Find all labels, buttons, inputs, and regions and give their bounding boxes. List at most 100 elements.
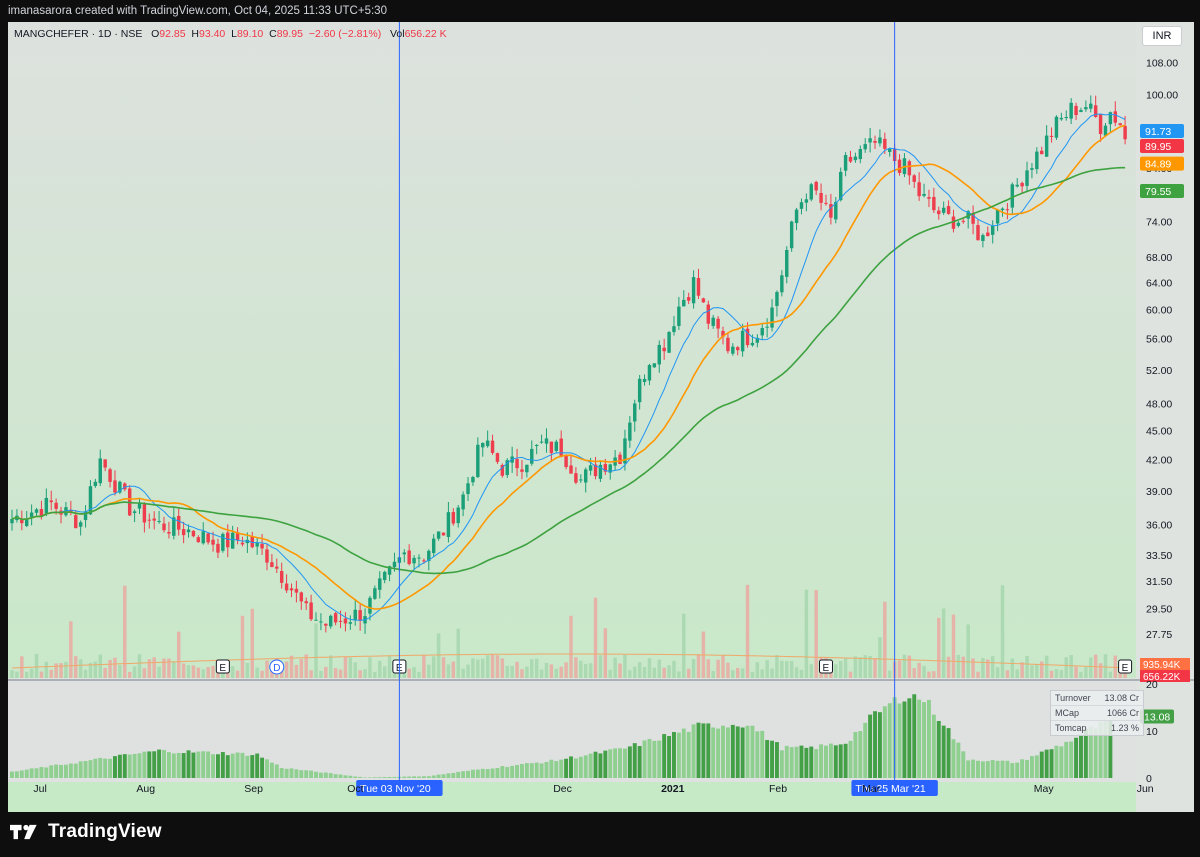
high-value: 93.40 [199, 28, 226, 40]
volume-bar [466, 664, 470, 678]
volume-bar [181, 663, 186, 678]
turnover-bar [73, 763, 78, 778]
candle-body [667, 332, 671, 353]
candle-body [196, 537, 201, 543]
chart-canvas[interactable]: 108.00100.0092.0084.0079.0074.0068.0064.… [8, 22, 1194, 812]
turnover-bar [274, 764, 279, 778]
turnover-bar [470, 769, 475, 778]
candle-body [284, 583, 289, 591]
volume-bar [878, 637, 882, 678]
event-marker-label: E [219, 663, 226, 674]
volume-bar [299, 658, 304, 678]
turnover-bar [392, 776, 397, 778]
turnover-bar [122, 754, 127, 778]
volume-bar [481, 658, 485, 678]
candle-body [157, 520, 161, 522]
turnover-bar [593, 751, 598, 778]
info-row-mcap: MCap 1066 Cr [1051, 705, 1143, 720]
volume-bar [221, 670, 225, 678]
turnover-bar [181, 753, 186, 778]
volume-bar [230, 666, 235, 678]
candle-body [637, 378, 642, 403]
volume-bar [441, 657, 446, 678]
candle-body [1069, 102, 1073, 119]
turnover-badge [1140, 709, 1174, 724]
candle-body [358, 610, 362, 621]
volume-bar [226, 670, 230, 678]
turnover-bar [873, 711, 877, 778]
volume-bar [387, 655, 392, 678]
turnover-bar [897, 703, 902, 778]
turnover-bar [1054, 745, 1059, 778]
turnover-bar [24, 769, 29, 778]
earnings-marker-icon [215, 659, 230, 674]
candle-body [275, 566, 279, 569]
candle-body [485, 440, 490, 447]
volume-bar [378, 660, 382, 678]
candle-body [98, 458, 102, 484]
volume-bar [549, 664, 554, 678]
volume-bar [358, 670, 362, 678]
currency-button[interactable]: INR [1142, 26, 1182, 46]
turnover-bar [309, 770, 314, 778]
turnover-bar [63, 764, 68, 778]
volume-bar [29, 668, 34, 678]
candle-body [162, 523, 166, 531]
turnover-bar [686, 731, 691, 778]
volume-bar [505, 665, 509, 678]
candle-body [216, 543, 220, 553]
volume-bar [59, 663, 63, 678]
volume-bar [44, 661, 49, 678]
symbol-name[interactable]: MANGCHEFER · 1D · NSE [14, 28, 143, 40]
turnover-bar [1020, 759, 1025, 778]
candle-body [83, 511, 88, 521]
volume-bar [682, 613, 686, 678]
volume-bar [1113, 655, 1118, 678]
volume-bar [83, 669, 88, 678]
candle-body [103, 459, 107, 468]
volume-bar [88, 662, 93, 678]
volume-bar [937, 617, 941, 678]
turnover-bar [299, 770, 304, 778]
turnover-bar [191, 752, 196, 778]
volume-bar [113, 657, 117, 678]
volume-bar [427, 664, 431, 678]
volume-ma-line [11, 653, 1126, 669]
volume-bar [603, 628, 608, 678]
volume-bar [485, 655, 490, 678]
volume-bar [520, 669, 524, 678]
candle-body [348, 622, 353, 624]
candle-body [593, 464, 598, 477]
candle-body [701, 298, 706, 303]
turnover-bar [323, 772, 328, 778]
volume-bar [755, 662, 760, 678]
volume-bar [10, 670, 14, 678]
turnover-bar [142, 751, 147, 778]
chart-frame[interactable]: 108.00100.0092.0084.0079.0074.0068.0064.… [8, 22, 1194, 812]
candle-body [598, 464, 603, 479]
tradingview-brand: TradingView [48, 821, 162, 842]
candle-body [1108, 112, 1113, 125]
candle-body [554, 441, 559, 451]
volume-bar [642, 666, 647, 678]
turnover-bar [152, 751, 157, 778]
candle-body [265, 549, 269, 563]
price-axis-tick: 64.00 [1146, 277, 1172, 289]
volume-bar [721, 655, 725, 678]
candle-body [29, 512, 34, 518]
turnover-bar [559, 759, 564, 778]
candle-body [785, 249, 789, 277]
volume-bar [711, 670, 715, 678]
turnover-bar [613, 748, 618, 778]
candle-body [74, 515, 78, 529]
tradingview-logo[interactable]: TradingView [10, 821, 162, 843]
volume-bar [966, 624, 970, 678]
turnover-bar [931, 714, 936, 778]
volume-bar [103, 667, 107, 678]
turnover-bar [289, 768, 294, 778]
turnover-bar [456, 771, 461, 778]
price-axis-tick: 33.50 [1146, 550, 1172, 562]
volume-bar [598, 655, 603, 678]
candle-body [569, 465, 573, 474]
candle-body [789, 221, 794, 249]
